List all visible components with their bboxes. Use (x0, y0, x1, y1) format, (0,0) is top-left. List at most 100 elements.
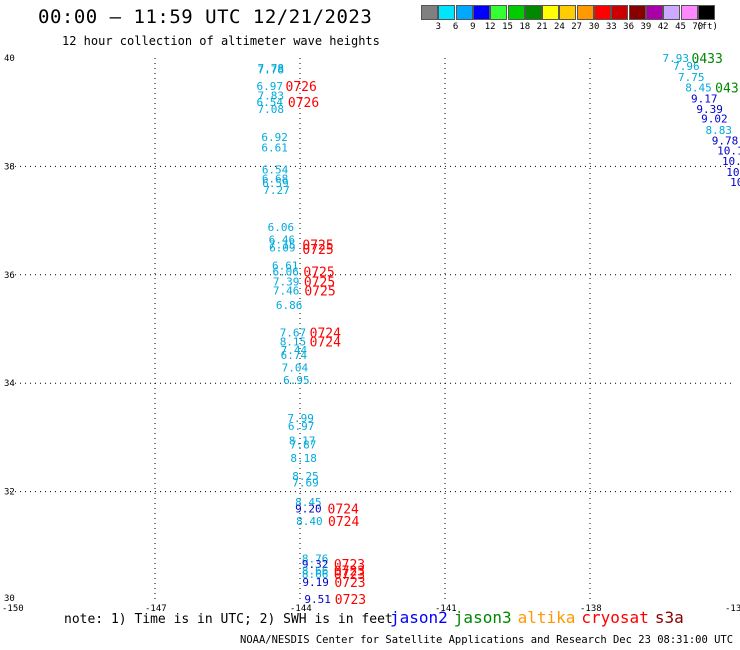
wave-height-value: 9.39 (696, 103, 723, 116)
wave-height-value: 9.78 (712, 134, 739, 147)
colorbar-label: 9 (470, 22, 476, 32)
wave-height-value: 8.18 (290, 452, 317, 465)
wave-height-value: 6.06 (268, 221, 295, 234)
wave-height-value: 7.08 (257, 103, 284, 116)
wave-height-value: 6.54 (257, 96, 284, 109)
wave-height-value: 8.45 (295, 496, 322, 509)
credit-footer: NOAA/NESDIS Center for Satellite Applica… (240, 634, 740, 646)
pass-time-label: 0724 (310, 335, 341, 350)
colorbar-label: 15 (502, 22, 513, 32)
colorbar-swatch (594, 5, 611, 20)
lat-tick-label: 38 (4, 162, 15, 172)
wave-height-value: 8.45 (685, 81, 712, 94)
wave-height-value: 7.15 (269, 238, 296, 251)
pass-time-label: 0724 (328, 502, 359, 517)
wave-height-value: 8.25 (292, 470, 319, 483)
pass-time-label: 0724 (328, 515, 359, 530)
colorbar-swatch (524, 5, 542, 20)
wave-height-value: 6.92 (261, 131, 288, 144)
lon-tick-label: -150 (2, 604, 24, 614)
pass-time-label: 0433 (692, 52, 723, 67)
colorbar-label: 18 (519, 22, 531, 32)
lon-tick-label: -141 (435, 604, 457, 614)
lat-tick-label: 40 (4, 54, 15, 64)
colorbar-swatch (645, 5, 663, 20)
legend-item-cryosat: cryosat (581, 608, 649, 627)
wave-height-value: 6.97 (257, 80, 284, 93)
legend-item-s3a: s3a (654, 608, 684, 627)
lat-tick-label: 30 (4, 594, 15, 604)
colorbar-swatch (507, 5, 525, 20)
wave-height-value: 6.06 (272, 266, 299, 279)
wave-height-value: 7.67 (280, 326, 307, 339)
lon-tick-label: -135 (725, 604, 740, 614)
wave-height-value: 8.66 (302, 565, 329, 578)
wave-height-value: 6.68 (262, 172, 289, 185)
wave-height-value: 7.78 (257, 62, 284, 75)
colorbar-label: 70 (692, 22, 704, 32)
wave-height-value: 7.27 (263, 184, 290, 197)
wave-height-value: 7.99 (287, 412, 314, 425)
wave-height-value: 7.04 (282, 361, 309, 374)
pass-time-label: 0725 (303, 266, 334, 281)
wave-height-value: 9.17 (691, 93, 718, 106)
wave-height-value: 6.46 (269, 234, 296, 247)
lon-tick-label: -144 (290, 604, 312, 614)
colorbar-swatch (438, 5, 456, 20)
pass-time-label: 0724 (310, 326, 341, 341)
colorbar-swatch (542, 5, 560, 20)
wave-height-value: 7.96 (673, 60, 700, 73)
wave-height-value: 6.74 (281, 349, 308, 362)
colorbar-label: 42 (657, 22, 669, 32)
wave-height-value: 6.54 (262, 164, 289, 177)
wave-height-value: 7.78 (257, 63, 284, 76)
wave-height-value: 10.16 (717, 145, 740, 158)
pass-time-label: 0723 (334, 565, 365, 580)
colorbar-swatch (472, 5, 490, 20)
wave-height-value: 8.40 (296, 515, 323, 528)
colorbar-label: 21 (536, 22, 548, 32)
pass-time-label: 0723 (334, 568, 365, 583)
colorbar-swatch (697, 5, 715, 20)
wave-height-value: 6.97 (288, 420, 315, 433)
colorbar-label: 45 (675, 22, 686, 32)
colorbar-label: 24 (553, 22, 565, 32)
colorbar-swatch (576, 5, 594, 20)
wave-height-value: 6.86 (276, 299, 303, 312)
colorbar-swatch (663, 5, 681, 20)
colorbar-label: 6 (452, 22, 459, 32)
wave-height-value: 9.02 (701, 113, 728, 126)
colorbar-swatch (680, 5, 698, 20)
map-title: 00:00 – 11:59 UTC 12/21/2023 (38, 6, 373, 28)
wave-height-value: 9.19 (302, 576, 329, 589)
wave-height-value: 6.61 (261, 141, 288, 154)
wave-height-value: 6.95 (283, 374, 310, 387)
colorbar-unit: (ft) (696, 22, 718, 32)
wave-height-value: 10. (726, 166, 740, 179)
wave-height-value: 6.09 (269, 242, 296, 255)
wave-height-value: 10 (730, 176, 740, 189)
pass-time-label: 0725 (302, 243, 333, 258)
lat-tick-label: 32 (4, 488, 15, 498)
wave-height-value: 7.93 (663, 52, 690, 65)
pass-time-label: 0726 (288, 96, 319, 111)
map-subtitle: 12 hour collection of altimeter wave hei… (62, 34, 380, 48)
wave-height-value: 7.87 (290, 438, 317, 451)
pass-time-label: 0723 (334, 576, 365, 591)
colorbar-label: 36 (623, 22, 635, 32)
wave-height-value: 6.59 (262, 177, 289, 190)
pass-time-label: 0726 (286, 80, 317, 95)
lon-tick-label: -147 (145, 604, 167, 614)
colorbar-swatch (628, 5, 646, 20)
wave-height-value: 7.46 (273, 285, 300, 298)
pass-time-label: 043 (715, 81, 738, 96)
colorbar-swatch (611, 5, 629, 20)
wave-height-value: 10.0 (722, 155, 740, 168)
wave-height-value: 9.20 (295, 502, 322, 515)
colorbar-label: 30 (588, 22, 600, 32)
colorbar-swatch (559, 5, 577, 20)
wave-height-value: 8.15 (280, 335, 307, 348)
pass-time-label: 0725 (304, 285, 335, 300)
